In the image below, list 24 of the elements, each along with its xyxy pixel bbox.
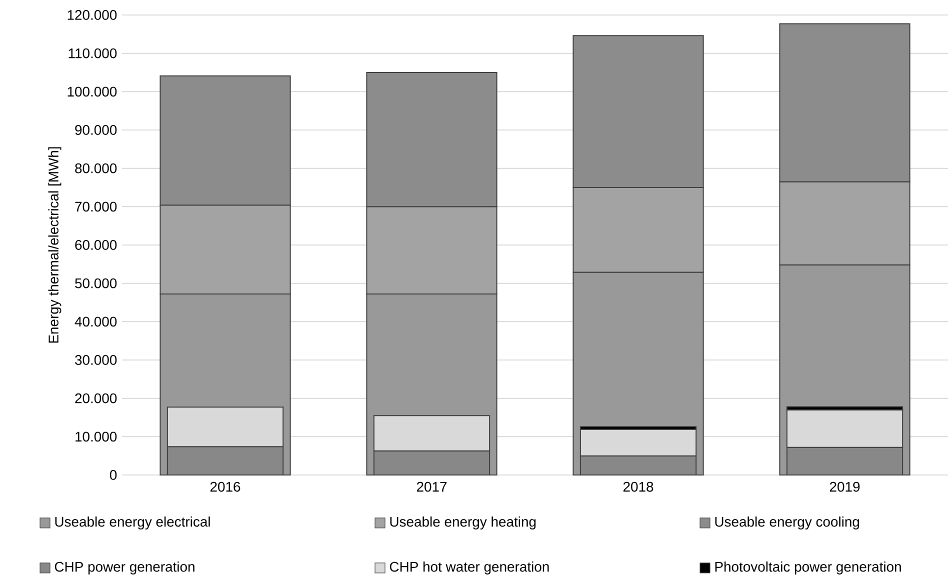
x-tick-label: 2016 [210,482,240,492]
y-tick-label: 40.000 [74,316,117,327]
x-tick-label: 2017 [416,482,447,492]
legend-label: CHP hot water generation [390,561,549,574]
y-tick-label: 0 [110,470,117,480]
y-tick-label: 60.000 [75,240,117,250]
y-axis-title: Energy thermal/electrical [MWh] [48,147,62,343]
y-tick-label: 20.000 [75,393,117,404]
legend-label: CHP power generation [54,561,194,574]
y-tick-label: 100.000 [68,86,117,97]
legend-label: Useable energy cooling [715,516,860,530]
y-tick-label: 90.000 [75,125,117,135]
legend-label: Useable energy heating [390,516,536,530]
legend-label: Photovoltaic power generation [715,561,901,574]
y-tick-label: 10.000 [76,432,117,442]
y-tick-label: 110.000 [68,48,117,58]
y-tick-label: 120.000 [68,10,117,20]
y-tick-label: 80.000 [75,163,117,174]
x-tick-label: 2019 [830,482,860,492]
legend-label: Useable energy electrical [55,516,210,530]
y-tick-label: 50.000 [75,278,117,288]
x-tick-label: 2018 [623,482,654,492]
y-tick-label: 30.000 [75,355,117,365]
y-tick-label: 70.000 [75,202,117,212]
